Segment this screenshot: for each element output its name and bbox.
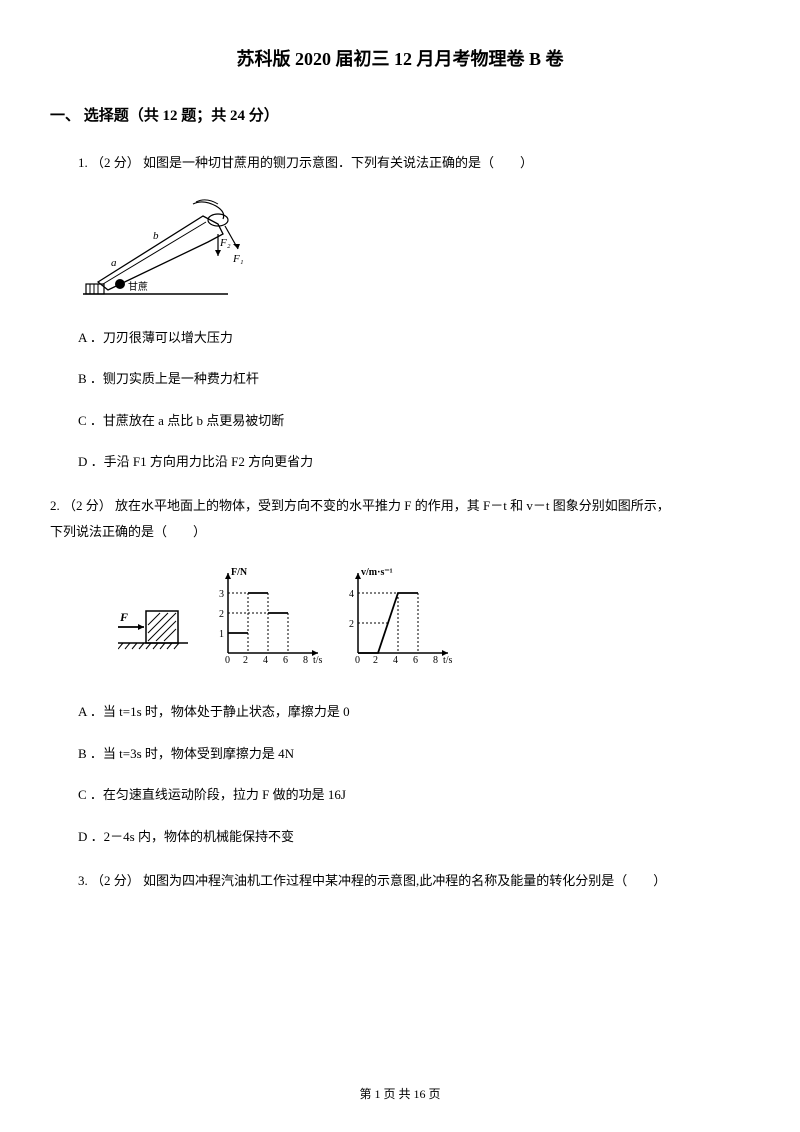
q2-option-a: A ．当 t=1s 时，物体处于静止状态，摩擦力是 0: [78, 700, 750, 723]
q2-option-d: D ．2－4s 内，物体的机械能保持不变: [78, 825, 750, 848]
q2-stem-text2: 下列说法正确的是（ ）: [50, 524, 206, 539]
option-letter: B: [78, 746, 87, 761]
question-3: 3. （2 分） 如图为四冲程汽油机工作过程中某冲程的示意图,此冲程的名称及能量…: [50, 868, 750, 894]
question-1: 1. （2 分） 如图是一种切甘蔗用的铡刀示意图．下列有关说法正确的是（ ） a…: [50, 150, 750, 474]
q2-option-c: C ．在匀速直线运动阶段，拉力 F 做的功是 16J: [78, 783, 750, 806]
ft-vt-charts: F F/N t/s 1 2 3 0 2 4 6 8: [118, 563, 478, 678]
option-text: ．当 t=1s 时，物体处于静止状态，摩擦力是 0: [90, 704, 350, 719]
ft-x4: 4: [263, 655, 268, 666]
option-text: ．在匀速直线运动阶段，拉力 F 做的功是 16J: [90, 787, 346, 802]
footer-total: 16: [414, 1087, 426, 1101]
footer-page: 1: [374, 1087, 380, 1101]
option-letter: A: [78, 330, 87, 345]
vt-chart: v/m·s⁻¹ t/s 2 4 0 2 4 6 8: [349, 567, 453, 666]
ft-chart: F/N t/s 1 2 3 0 2 4 6 8: [219, 567, 323, 666]
ft-ylabel: F/N: [231, 567, 248, 578]
label-f2: F₂: [219, 237, 231, 249]
lever-cutter-diagram: a b F₁ F₂ 甘蔗: [78, 194, 248, 304]
ft-y2: 2: [219, 609, 224, 620]
question-2-stem: 2. （2 分） 放在水平地面上的物体，受到方向不变的水平推力 F 的作用，其 …: [22, 493, 750, 545]
q1-option-a: A ．刀刃很薄可以增大压力: [78, 326, 750, 349]
footer-prefix: 第: [359, 1087, 371, 1101]
ft-y3: 3: [219, 589, 224, 600]
footer-suffix: 页: [429, 1087, 441, 1101]
option-letter: D: [78, 454, 87, 469]
option-text: ．当 t=3s 时，物体受到摩擦力是 4N: [90, 746, 294, 761]
q1-option-b: B ．铡刀实质上是一种费力杠杆: [78, 367, 750, 390]
q2-figure: F F/N t/s 1 2 3 0 2 4 6 8: [118, 563, 750, 678]
option-letter: A: [78, 704, 87, 719]
vt-x2: 2: [373, 655, 378, 666]
vt-x8: 8: [433, 655, 438, 666]
ft-x8: 8: [303, 655, 308, 666]
option-text: ．刀刃很薄可以增大压力: [90, 330, 233, 345]
vt-ylabel: v/m·s⁻¹: [361, 567, 393, 578]
label-b: b: [153, 230, 159, 242]
q2-points: （2 分）: [63, 498, 112, 513]
question-1-stem: 1. （2 分） 如图是一种切甘蔗用的铡刀示意图．下列有关说法正确的是（ ）: [78, 150, 750, 176]
ft-x0: 0: [225, 655, 230, 666]
q1-figure: a b F₁ F₂ 甘蔗: [78, 194, 750, 304]
option-letter: C: [78, 413, 87, 428]
section-number: 一、: [50, 108, 80, 124]
option-text: ．铡刀实质上是一种费力杠杆: [90, 371, 259, 386]
q1-stem-text: 如图是一种切甘蔗用的铡刀示意图．下列有关说法正确的是（ ）: [143, 155, 533, 170]
page-title: 苏科版 2020 届初三 12 月月考物理卷 B 卷: [50, 45, 750, 74]
q1-number: 1.: [78, 155, 88, 170]
vt-x4: 4: [393, 655, 398, 666]
vt-y2: 2: [349, 619, 354, 630]
q3-number: 3.: [78, 873, 88, 888]
q3-stem-text: 如图为四冲程汽油机工作过程中某冲程的示意图,此冲程的名称及能量的转化分别是（ ）: [143, 873, 666, 888]
question-3-stem: 3. （2 分） 如图为四冲程汽油机工作过程中某冲程的示意图,此冲程的名称及能量…: [78, 868, 750, 894]
question-2: 2. （2 分） 放在水平地面上的物体，受到方向不变的水平推力 F 的作用，其 …: [50, 493, 750, 848]
q1-option-d: D ．手沿 F1 方向用力比沿 F2 方向更省力: [78, 450, 750, 473]
vt-y4: 4: [349, 589, 354, 600]
label-f1: F₁: [232, 253, 244, 265]
page-footer: 第 1 页 共 16 页: [0, 1085, 800, 1104]
option-text: ．2－4s 内，物体的机械能保持不变: [91, 829, 294, 844]
ft-x6: 6: [283, 655, 288, 666]
option-text: ．甘蔗放在 a 点比 b 点更易被切断: [90, 413, 284, 428]
q3-points: （2 分）: [91, 873, 140, 888]
force-label: F: [119, 610, 128, 624]
q2-option-b: B ．当 t=3s 时，物体受到摩擦力是 4N: [78, 742, 750, 765]
vt-x6: 6: [413, 655, 418, 666]
option-text: ．手沿 F1 方向用力比沿 F2 方向更省力: [91, 454, 313, 469]
ft-xlabel: t/s: [313, 655, 323, 666]
ft-x2: 2: [243, 655, 248, 666]
section-header: 一、 选择题（共 12 题；共 24 分）: [50, 104, 750, 128]
vt-x0: 0: [355, 655, 360, 666]
option-letter: B: [78, 371, 87, 386]
q1-points: （2 分）: [91, 155, 140, 170]
q1-option-c: C ．甘蔗放在 a 点比 b 点更易被切断: [78, 409, 750, 432]
block-diagram: F: [118, 610, 188, 649]
vt-xlabel: t/s: [443, 655, 453, 666]
q2-number: 2.: [50, 498, 60, 513]
label-ganzhe: 甘蔗: [128, 280, 148, 293]
footer-mid: 页 共: [383, 1087, 410, 1101]
label-a: a: [111, 257, 117, 269]
section-title: 选择题（共 12 题；共 24 分）: [84, 108, 279, 124]
ft-y1: 1: [219, 629, 224, 640]
q2-stem-text1: 放在水平地面上的物体，受到方向不变的水平推力 F 的作用，其 F－t 和 v－t…: [115, 498, 670, 513]
option-letter: D: [78, 829, 87, 844]
option-letter: C: [78, 787, 87, 802]
